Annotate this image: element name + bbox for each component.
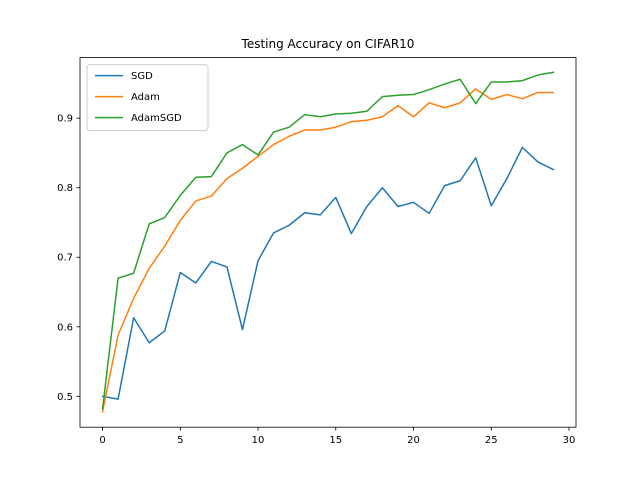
x-tick-label: 30	[563, 435, 576, 446]
x-tick-label: 25	[485, 435, 498, 446]
x-tick-label: 5	[177, 435, 183, 446]
legend-label-adam: Adam	[131, 92, 160, 103]
chart-title: Testing Accuracy on CIFAR10	[241, 37, 415, 51]
y-tick-label: 0.8	[57, 183, 73, 194]
y-tick-label: 0.9	[57, 114, 73, 125]
y-tick-label: 0.7	[57, 253, 73, 264]
x-tick-label: 15	[329, 435, 342, 446]
x-axis: 0 5 10 15 20 25 30	[99, 427, 575, 446]
series-line-adamsgd	[101, 71, 555, 410]
legend: SGD Adam AdamSGD	[86, 64, 209, 132]
legend-box	[86, 64, 209, 132]
x-tick-label: 20	[407, 435, 420, 446]
series-line-sgd	[101, 146, 555, 400]
plot-frame	[79, 57, 577, 428]
x-tick-label: 0	[99, 435, 105, 446]
y-tick-label: 0.6	[57, 322, 73, 333]
legend-label-sgd: SGD	[131, 71, 153, 82]
x-tick-label: 10	[252, 435, 265, 446]
series-line-adam	[101, 88, 555, 413]
series-layer	[101, 71, 555, 413]
y-axis: 0.5 0.6 0.7 0.8 0.9	[57, 114, 80, 403]
legend-label-adamsgd: AdamSGD	[131, 113, 182, 124]
y-tick-label: 0.5	[57, 392, 73, 403]
